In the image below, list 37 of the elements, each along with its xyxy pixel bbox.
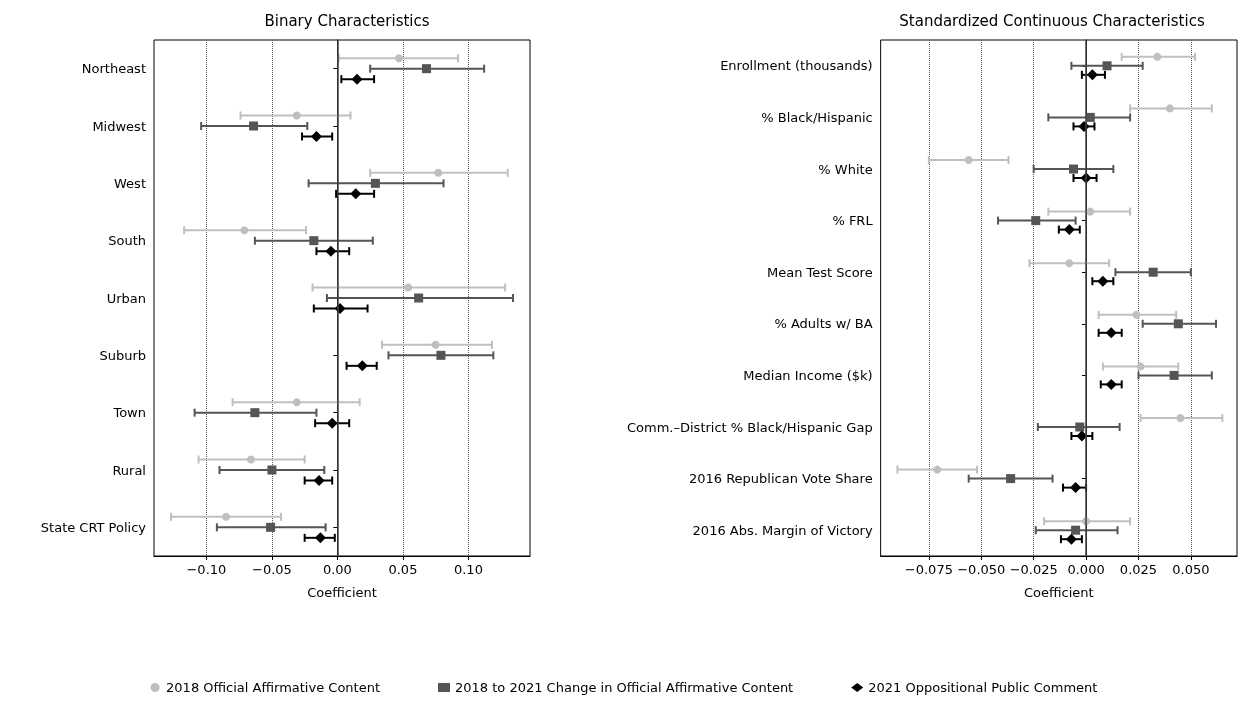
chart-title: Binary Characteristics (264, 11, 430, 30)
y-tick-label: Median Income ($k) (743, 367, 873, 383)
y-tick-label: Rural (112, 462, 146, 478)
x-tick-label: −0.050 (957, 562, 1006, 577)
y-tick-label: Town (112, 405, 146, 421)
x-tick-label: −0.10 (186, 562, 227, 577)
x-tick-label: −0.025 (1009, 562, 1058, 577)
y-tick-label: 2016 Republican Vote Share (688, 471, 873, 487)
y-tick-label: Suburb (99, 347, 146, 363)
y-tick-label: State CRT Policy (40, 519, 147, 535)
x-tick-label: 0.10 (453, 562, 483, 577)
x-tick-label: 0.000 (1067, 562, 1105, 577)
chart-title: Standardized Continuous Characteristics (899, 11, 1205, 30)
x-tick-label: −0.075 (904, 562, 953, 577)
y-tick-label: % FRL (832, 213, 874, 229)
x-tick-label: 0.025 (1119, 562, 1158, 577)
y-tick-label: Enrollment (thousands) (720, 58, 873, 74)
legend-label: 2021 Oppositional Public Comment (868, 680, 1098, 695)
x-tick-label: 0.050 (1172, 562, 1210, 577)
y-tick-label: West (114, 175, 146, 191)
y-tick-label: % Adults w/ BA (774, 316, 873, 332)
legend-label: 2018 to 2021 Change in Official Affirmative Content (455, 680, 794, 695)
x-tick-label: −0.05 (251, 562, 292, 577)
y-tick-label: Comm.–District % Black/Hispanic Gap (627, 419, 873, 435)
y-tick-label: Mean Test Score (766, 264, 873, 280)
x-axis-title: Coefficient (1023, 585, 1094, 600)
y-tick-label: % White (818, 161, 873, 177)
x-axis-title: Coefficient (307, 585, 377, 600)
y-tick-label: Midwest (92, 118, 146, 134)
y-tick-label: 2016 Abs. Margin of Victory (692, 522, 873, 538)
y-tick-label: Northeast (81, 61, 146, 77)
x-tick-label: 0.05 (388, 562, 418, 577)
x-tick-label: 0.00 (322, 562, 352, 577)
y-tick-label: South (108, 233, 146, 249)
y-tick-label: % Black/Hispanic (761, 109, 873, 125)
y-tick-label: Urban (106, 290, 146, 306)
legend-label: 2018 Official Affirmative Content (166, 680, 381, 695)
